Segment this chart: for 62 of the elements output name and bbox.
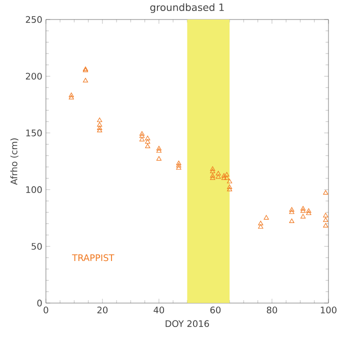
point — [144, 139, 150, 144]
x-tick-label: 40 — [153, 306, 164, 314]
point — [224, 175, 230, 180]
point — [156, 156, 162, 161]
point — [68, 94, 74, 100]
point — [289, 209, 294, 214]
x-tick-label: 100 — [320, 306, 336, 314]
point — [300, 214, 306, 218]
point — [210, 175, 215, 180]
point — [221, 173, 226, 178]
point — [139, 133, 144, 138]
point — [139, 136, 144, 142]
point — [306, 208, 312, 213]
point — [68, 92, 74, 98]
point — [300, 208, 306, 213]
text: TRAPPIST — [72, 254, 114, 262]
point — [322, 212, 328, 218]
point — [210, 173, 215, 178]
point — [176, 162, 182, 168]
point — [82, 78, 88, 82]
chart-title: groundbased 1 — [150, 3, 224, 13]
point — [96, 128, 102, 132]
point — [144, 136, 150, 140]
point — [300, 206, 306, 211]
y-tick-label: 0 — [37, 300, 42, 306]
y-tick-label: 200 — [26, 72, 42, 80]
point — [322, 190, 328, 195]
point — [139, 131, 144, 136]
y-tick-label: 50 — [31, 242, 42, 250]
point — [226, 184, 232, 189]
y-tick-label: 150 — [26, 130, 42, 136]
point — [176, 165, 182, 170]
point — [216, 174, 221, 179]
point — [216, 170, 221, 176]
point — [224, 172, 230, 176]
point — [258, 220, 264, 226]
point — [289, 207, 294, 212]
point — [96, 118, 102, 122]
point — [210, 166, 215, 171]
point — [156, 146, 162, 150]
y-axis-title: Afrho (cm) — [10, 138, 18, 185]
point — [322, 223, 328, 228]
point — [289, 218, 294, 223]
y-tick-label: 100 — [26, 186, 42, 194]
point — [210, 168, 215, 174]
point — [258, 224, 264, 229]
point — [322, 217, 328, 222]
point — [156, 148, 162, 153]
point — [226, 186, 232, 192]
x-tick-label: 80 — [266, 306, 277, 314]
point — [144, 144, 150, 148]
point — [96, 122, 102, 127]
point — [221, 175, 226, 180]
point — [226, 178, 232, 184]
y-tick-label: 250 — [26, 16, 42, 23]
point — [306, 210, 312, 216]
x-tick-label: 20 — [97, 306, 108, 314]
point — [96, 125, 102, 130]
point — [264, 215, 269, 220]
x-tick-label: 60 — [210, 306, 220, 314]
x-axis-title: DOY 2016 — [166, 320, 209, 328]
x-tick-label: 0 — [43, 306, 48, 314]
